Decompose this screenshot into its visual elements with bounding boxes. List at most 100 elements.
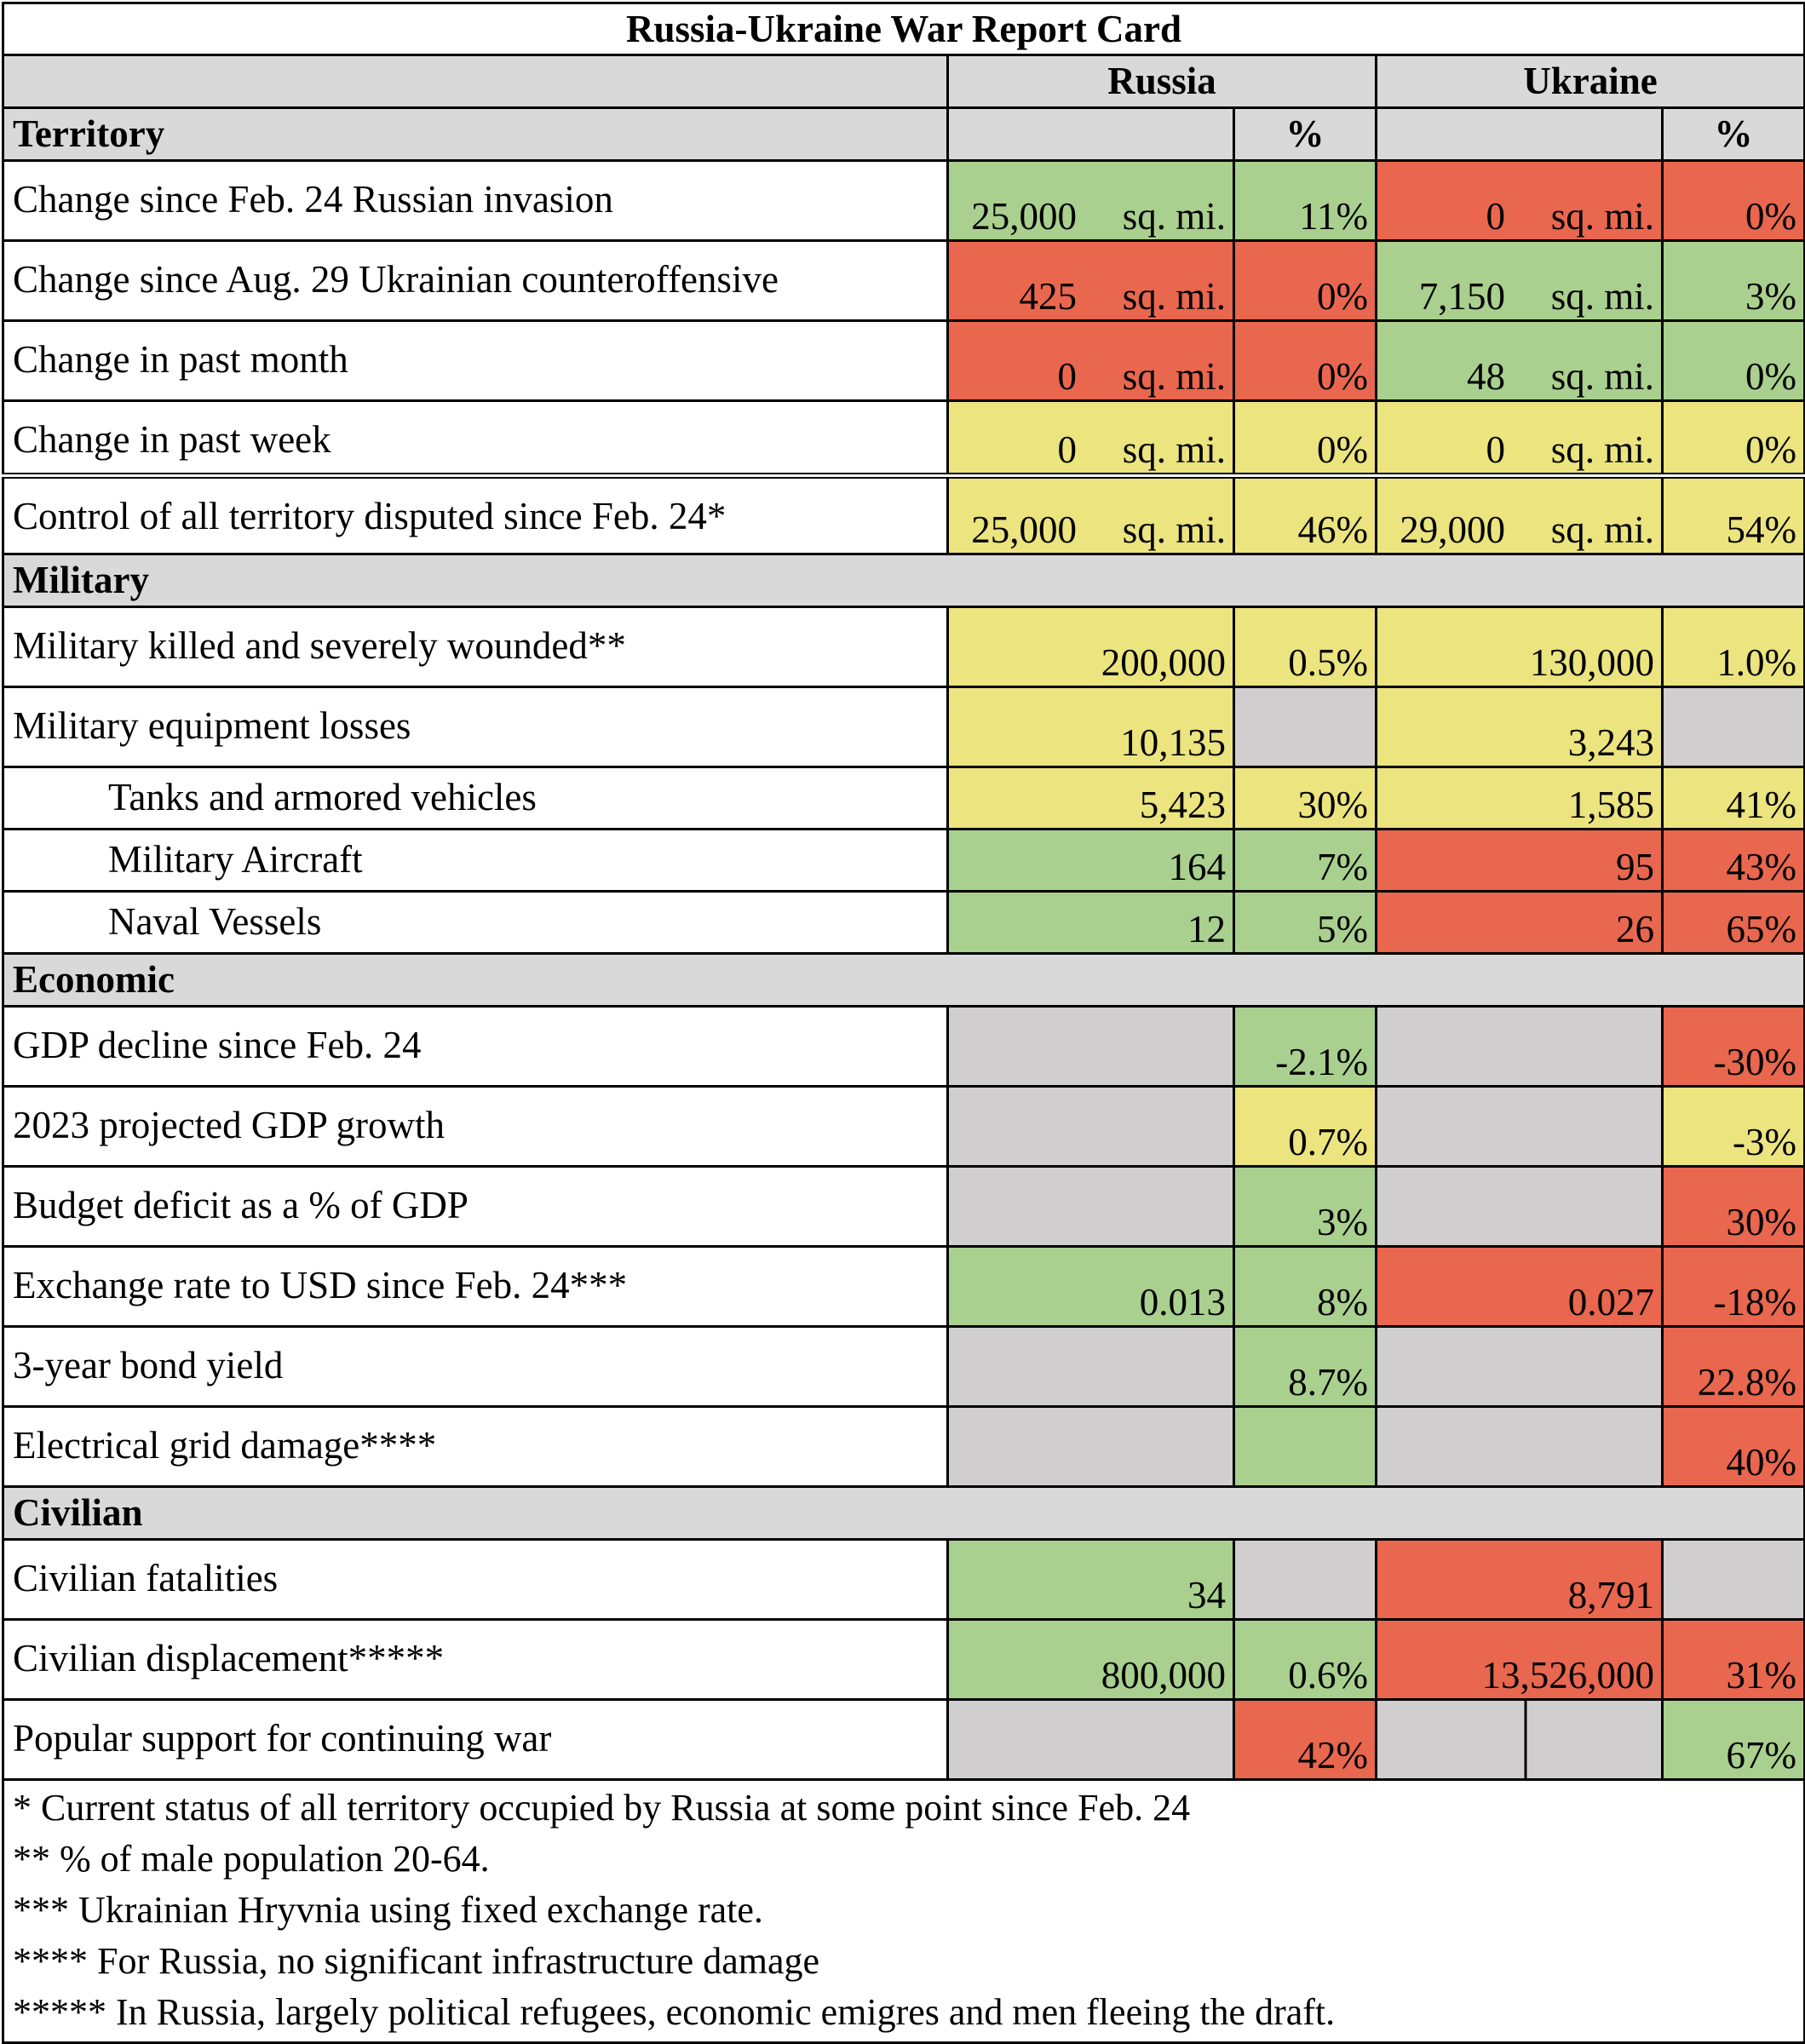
ukraine-pct: 54% (1660, 473, 1805, 555)
section-economic: Economic (1, 952, 1805, 1008)
table-row: 2023 projected GDP growth 0.7% -3% (2, 1085, 1805, 1168)
ukraine-pct: 41% (1660, 766, 1805, 830)
russia-value: 164 (946, 828, 1235, 893)
row-label: Control of all territory disputed since … (2, 473, 949, 555)
russia-pct-blank (1233, 686, 1377, 768)
ukraine-value-blank (1375, 1165, 1664, 1248)
header-blank (2, 54, 949, 109)
page-title: Russia-Ukraine War Report Card (1, 2, 1805, 56)
footnote: * Current status of all territory occupi… (13, 1787, 1191, 1829)
ukraine-value-blank (1375, 1325, 1664, 1408)
table-row: Military killed and severely wounded** 2… (2, 606, 1805, 688)
header-russia: Russia (946, 54, 1377, 109)
ukraine-pct: 0% (1660, 159, 1805, 242)
ukraine-pct: 0% (1660, 399, 1805, 477)
header-ru-value-blank (946, 106, 1235, 162)
table-row: Control of all territory disputed since … (2, 473, 1805, 555)
russia-value: 25,000 sq. mi. (946, 473, 1235, 555)
ukraine-pct: 0% (1660, 319, 1805, 402)
ukraine-value: 95 (1375, 828, 1664, 893)
russia-value-blank (946, 1698, 1235, 1781)
ukraine-value: 13,526,000 (1375, 1618, 1664, 1701)
ukraine-value: 0 sq. mi. (1375, 159, 1664, 242)
ukraine-value: 1,585 (1375, 766, 1664, 830)
russia-value-blank (946, 1005, 1235, 1088)
russia-value: 425 sq. mi. (946, 239, 1235, 322)
row-label: Naval Vessels (2, 890, 949, 955)
russia-value: 12 (946, 890, 1235, 955)
russia-pct: 0% (1233, 319, 1377, 402)
row-label: Military equipment losses (2, 686, 949, 768)
russia-value: 800,000 (946, 1618, 1235, 1701)
ukraine-pct: -3% (1660, 1085, 1805, 1168)
russia-pct: 0.6% (1233, 1618, 1377, 1701)
russia-value: 0.013 (946, 1245, 1235, 1328)
section-civilian: Civilian (1, 1485, 1805, 1541)
header-ua-pct: % (1660, 106, 1805, 162)
ukraine-pct: 40% (1660, 1405, 1805, 1488)
russia-pct: 7% (1233, 828, 1377, 893)
ukraine-pct: -18% (1660, 1245, 1805, 1328)
ukraine-value: 8,791 (1375, 1538, 1664, 1621)
russia-value: 5,423 (946, 766, 1235, 830)
row-label: Military killed and severely wounded** (2, 606, 949, 688)
table-row: Electrical grid damage**** 40% (2, 1405, 1805, 1488)
footnote: ** % of male population 20-64. (13, 1838, 490, 1880)
row-label: Change in past month (2, 319, 949, 402)
table-row: GDP decline since Feb. 24 -2.1% -30% (2, 1005, 1805, 1088)
header-ua-value-blank (1375, 106, 1664, 162)
table-row: 3-year bond yield 8.7% 22.8% (2, 1325, 1805, 1408)
ukraine-pct: 67% (1660, 1698, 1805, 1781)
table-row: Change in past week 0 sq. mi. 0% 0 sq. mi.… (2, 399, 1805, 477)
row-label: Military Aircraft (2, 828, 949, 893)
table-row: Budget deficit as a % of GDP 3% 30% (2, 1165, 1805, 1248)
footnote: **** For Russia, no significant infrastr… (13, 1940, 820, 1982)
ukraine-pct: 43% (1660, 828, 1805, 893)
ukraine-pct: 30% (1660, 1165, 1805, 1248)
russia-value: 25,000 sq. mi. (946, 159, 1235, 242)
table-row: Popular support for continuing war 42% 6… (2, 1698, 1805, 1781)
row-label: Civilian fatalities (2, 1538, 949, 1621)
row-label: Popular support for continuing war (2, 1698, 949, 1781)
russia-pct: 11% (1233, 159, 1377, 242)
table-row: Naval Vessels 12 5% 26 65% (2, 890, 1805, 955)
russia-value-blank (946, 1325, 1235, 1408)
russia-pct: 8% (1233, 1245, 1377, 1328)
russia-value: 200,000 (946, 606, 1235, 688)
ukraine-value: 0 sq. mi. (1375, 399, 1664, 477)
row-label: Change since Feb. 24 Russian invasion (2, 159, 949, 242)
row-label: GDP decline since Feb. 24 (2, 1005, 949, 1088)
row-label: Change since Aug. 29 Ukrainian counterof… (2, 239, 949, 322)
row-label: Budget deficit as a % of GDP (2, 1165, 949, 1248)
table-row: Military Aircraft 164 7% 95 43% (2, 828, 1805, 893)
header-ru-pct: % (1233, 106, 1377, 162)
ukraine-value-blank (1375, 1405, 1664, 1488)
ukraine-value-blank (1375, 1005, 1664, 1088)
ukraine-pct-blank (1660, 1538, 1805, 1621)
russia-pct: 0% (1233, 399, 1377, 477)
row-label: Tanks and armored vehicles (2, 766, 949, 830)
row-label: Electrical grid damage**** (2, 1405, 949, 1488)
table-row: Tanks and armored vehicles 5,423 30% 1,5… (2, 766, 1805, 830)
footnotes-row: * Current status of all territory occupi… (1, 1778, 1805, 2044)
table-row: Change since Feb. 24 Russian invasion 25… (2, 159, 1805, 242)
russia-value-blank (946, 1405, 1235, 1488)
russia-pct: 30% (1233, 766, 1377, 830)
russia-pct: 5% (1233, 890, 1377, 955)
table-row: Change since Aug. 29 Ukrainian counterof… (2, 239, 1805, 322)
header-ukraine: Ukraine (1374, 54, 1805, 109)
ukraine-value: 7,150 sq. mi. (1375, 239, 1664, 322)
russia-value: 10,135 (946, 686, 1235, 768)
ukraine-value: 130,000 (1375, 606, 1664, 688)
ukraine-value: 26 (1375, 890, 1664, 955)
russia-pct: 0.7% (1233, 1085, 1377, 1168)
ukraine-pct: 22.8% (1660, 1325, 1805, 1408)
ukraine-pct: 3% (1660, 239, 1805, 322)
table-row: Military equipment losses 10,135 3,243 (2, 686, 1805, 768)
ukraine-pct: 1.0% (1660, 606, 1805, 688)
table-row: Change in past month 0 sq. mi. 0% 48 sq. m… (2, 319, 1805, 402)
russia-value: 0 sq. mi. (946, 319, 1235, 402)
table-row: Civilian displacement***** 800,000 0.6% … (2, 1618, 1805, 1701)
footnote: ***** In Russia, largely political refug… (13, 1991, 1336, 2033)
